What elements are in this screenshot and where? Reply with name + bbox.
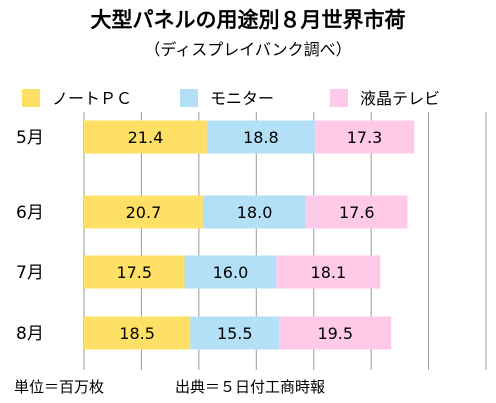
value-label: 18.0 [237,203,273,222]
category-label: 8月 [16,324,44,344]
legend-swatch [180,89,198,107]
value-label: 15.5 [217,324,253,343]
value-label: 20.7 [126,203,162,222]
category-label: 6月 [16,203,44,223]
bar-segment [306,195,408,229]
bar-segment [84,255,185,289]
category-label: 5月 [16,128,44,148]
value-label: 17.5 [116,263,152,282]
category-labels: 5月 6月 7月 8月 [16,128,44,344]
bars [84,120,415,350]
category-label: 7月 [16,263,44,283]
bar-segment [84,195,203,229]
bar-segment [314,120,415,154]
bar-segment [184,255,277,289]
legend-label: 液晶テレビ [360,89,440,108]
value-labels: 21.4 18.8 17.3 20.7 18.0 17.6 17.5 16.0 18.1 18.5… [116,128,382,343]
bar-segment [190,316,280,350]
footer-source: 出典＝５日付工商時報 [175,378,325,396]
bar-segment [206,120,315,154]
bar-segment [279,316,392,350]
grid [83,112,487,370]
value-label: 21.4 [128,128,164,147]
value-label: 17.6 [339,203,375,222]
value-label: 18.1 [311,263,347,282]
bar-segment [84,120,207,154]
value-label: 18.8 [243,128,279,147]
value-label: 19.5 [317,324,353,343]
legend-label: モニター [210,89,274,108]
legend-label: ノートＰＣ [52,89,132,108]
bar-segment [202,195,307,229]
bar-segment [276,255,381,289]
value-label: 18.5 [119,324,155,343]
footer-unit: 単位＝百万枚 [14,378,104,396]
bar-segment [84,316,191,350]
value-label: 16.0 [213,263,249,282]
legend-swatch [330,89,348,107]
chart-title: 大型パネルの用途別８月世界市荷 [91,8,406,32]
legend-swatch [22,89,40,107]
value-label: 17.3 [347,128,383,147]
chart-subtitle: （ディスプレイバンク調べ） [144,40,351,59]
legend: ノートＰＣ モニター 液晶テレビ [22,89,440,108]
